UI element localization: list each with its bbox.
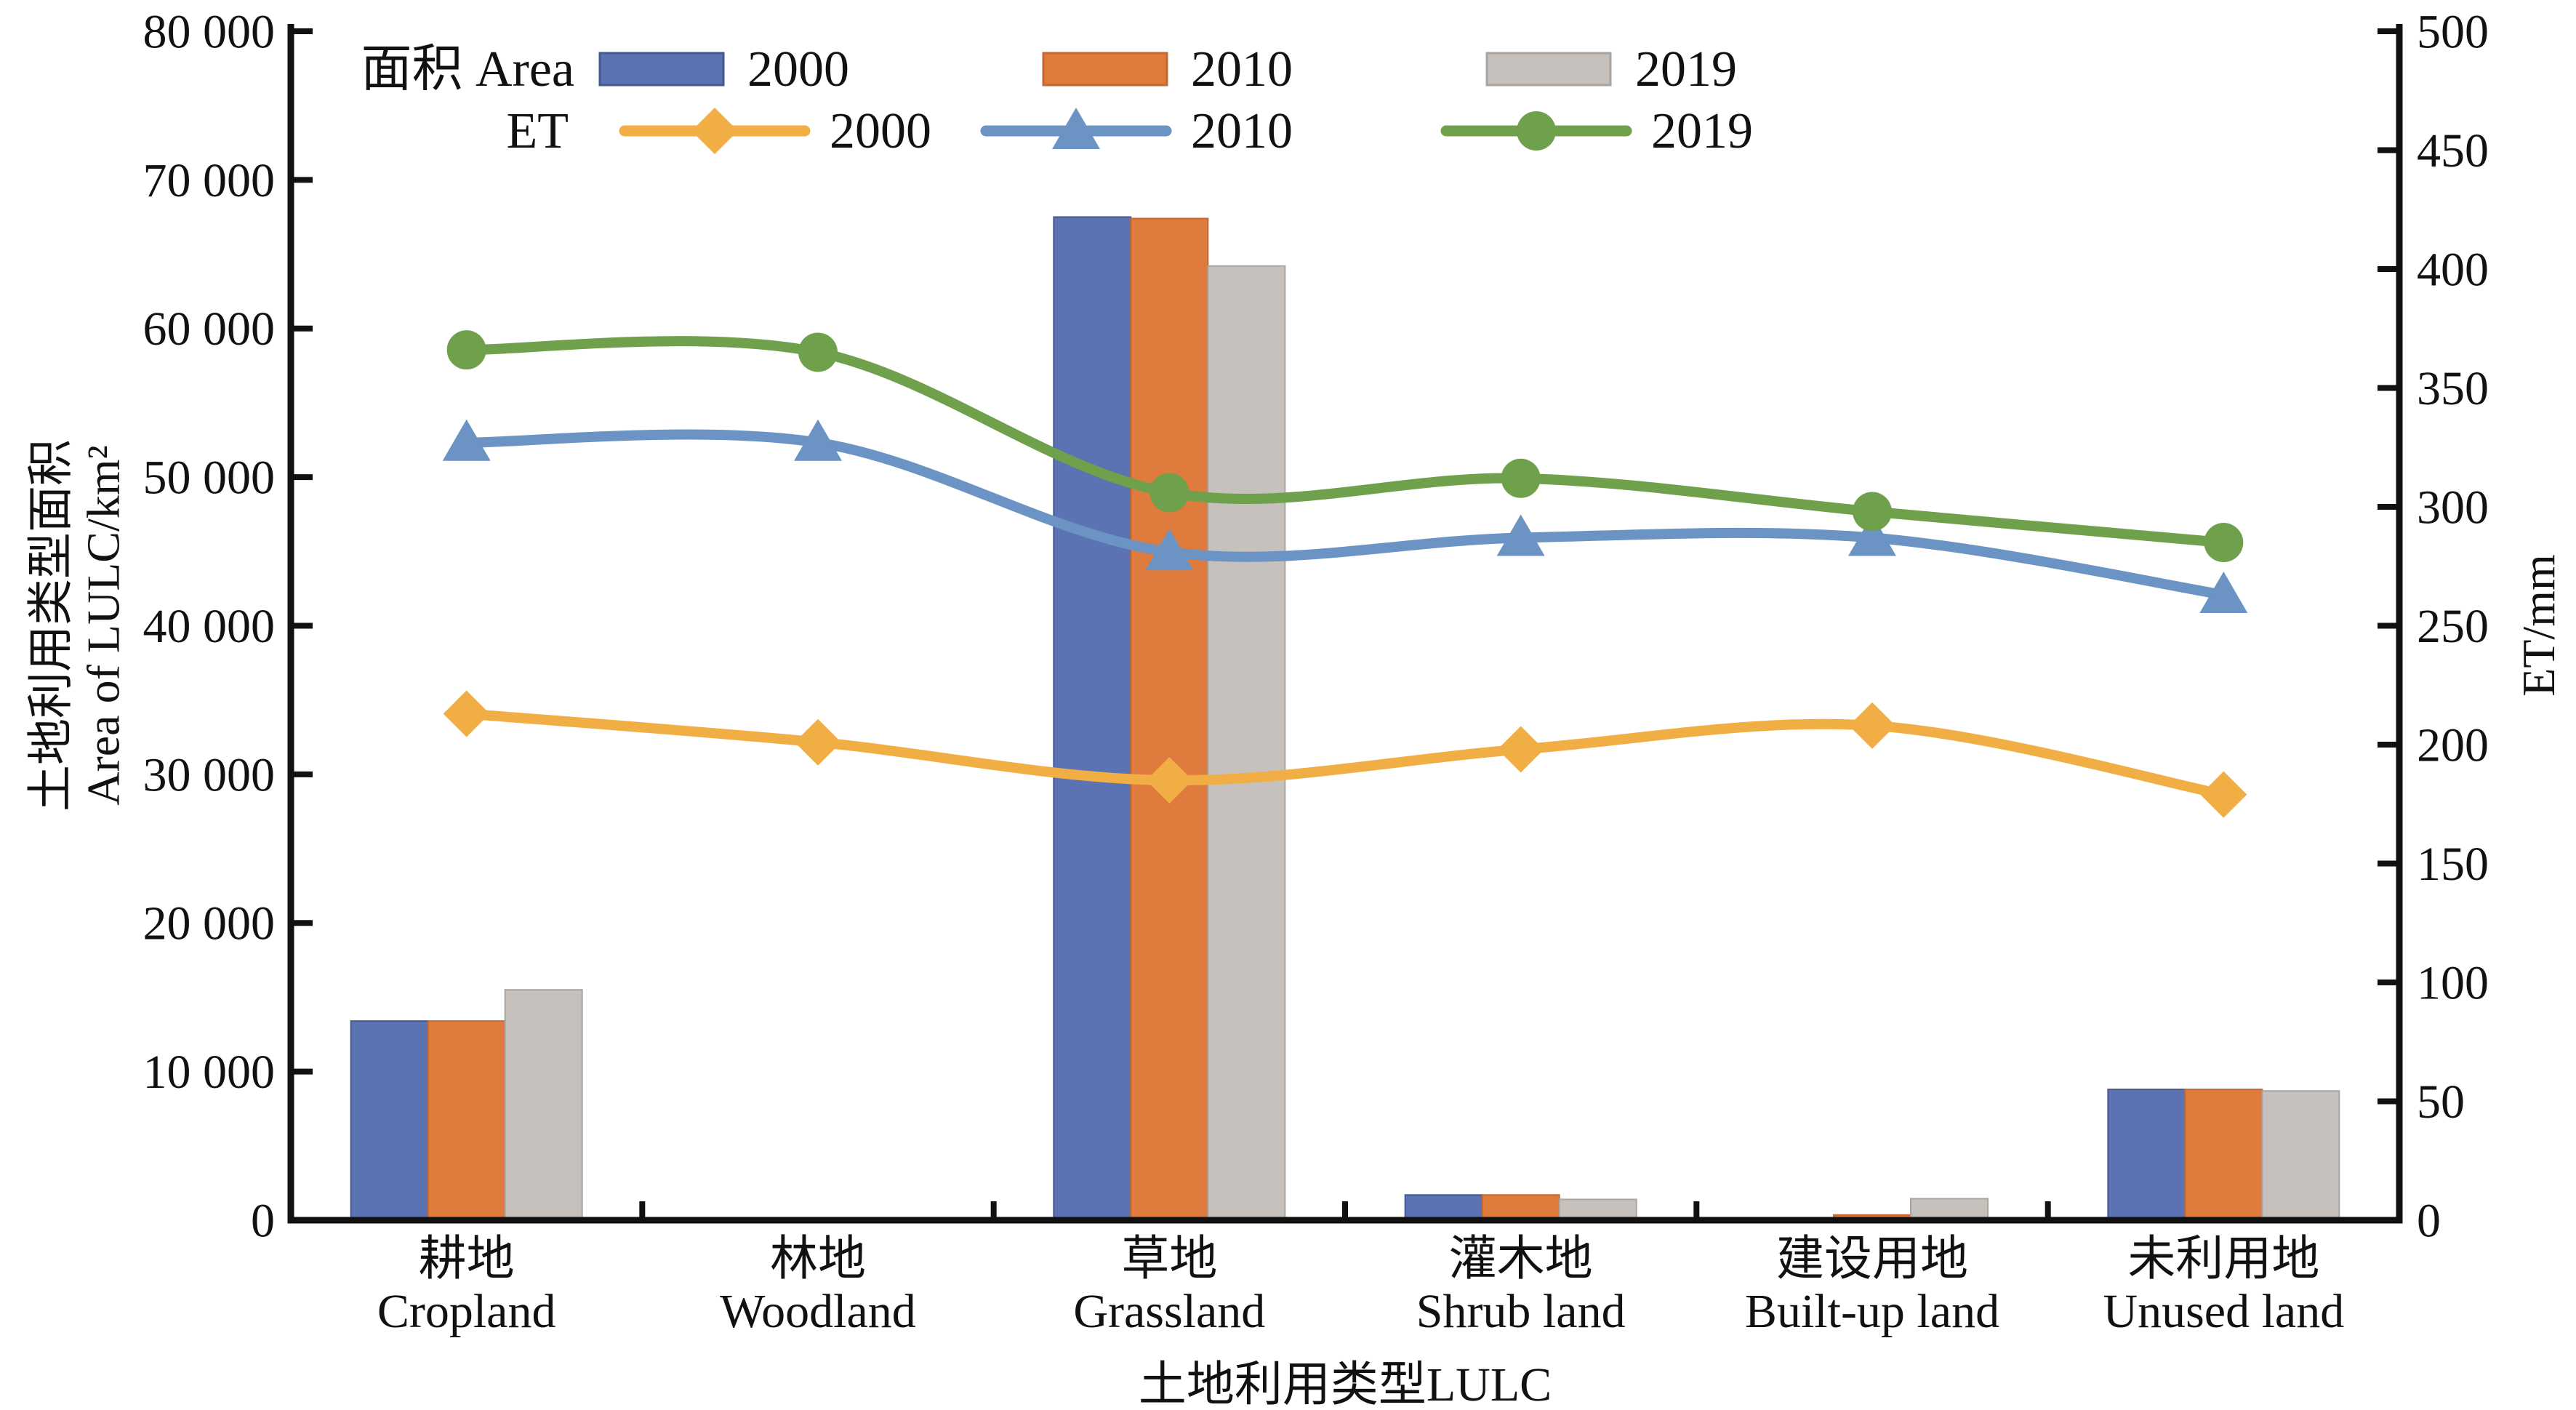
bar-area-2019-cropland [504,989,583,1221]
legend-et-label: ET [506,103,569,159]
bar-area-2010-cropland [427,1020,506,1221]
bar-area-2000-shrub-land [1404,1194,1483,1221]
et-marker-2010-cropland [442,419,491,461]
legend-swatch-area-2019 [1485,52,1612,87]
left-axis-title-zh: 土地利用类型面积 [25,439,77,812]
legend-marker-et-2019 [1517,111,1556,151]
y-right-tick-label: 100 [2417,956,2489,1009]
et-marker-2019-unused-land [2204,523,2244,563]
y-left-tick-label: 60 000 [143,303,276,356]
y-left-tick-label: 30 000 [143,748,276,801]
y-right-tick-label: 250 [2417,600,2489,653]
legend-label-et-2019: 2019 [1651,103,1753,159]
bar-area-2019-unused-land [2261,1090,2340,1221]
et-marker-2000-unused-land [2200,771,2247,818]
right-axis-title: ET/mm [2513,554,2565,697]
bar-area-2010-shrub-land [1481,1194,1560,1221]
et-line-2000 [461,708,2229,800]
legend-label-area-2000: 2000 [747,41,849,97]
x-category-label-en: Built-up land [1745,1285,1999,1338]
bar-area-2000-unused-land [2107,1089,2186,1222]
et-marker-2019-cropland [446,330,486,370]
bar-area-2010-unused-land [2184,1089,2263,1222]
y-right-tick-label: 350 [2417,362,2489,415]
x-category-label-en: Shrub land [1416,1285,1626,1338]
x-category-label-zh: 耕地 [419,1233,515,1286]
et-marker-2019-woodland [798,332,838,372]
legend-label-area-2019: 2019 [1635,41,1737,97]
y-left-tick-label: 50 000 [143,452,276,505]
et-line-2010 [461,429,2229,600]
legend-label-et-2010: 2010 [1191,103,1293,159]
bar-area-2000-cropland [350,1020,429,1221]
x-category-label-zh: 灌木地 [1449,1233,1593,1286]
x-category-label-zh: 林地 [770,1233,866,1286]
y-left-tick-label: 70 000 [143,154,276,207]
legend-swatch-area-2000 [598,52,725,87]
et-marker-2000-shrub-land [1497,726,1544,773]
y-right-tick-label: 400 [2417,243,2489,296]
et-marker-2000-woodland [795,718,841,766]
legend-marker-et-2010 [1052,108,1100,149]
et-marker-2010-unused-land [2199,571,2248,613]
y-right-tick-label: 200 [2417,718,2489,772]
y-right-tick-label: 50 [2417,1075,2465,1129]
bar-area-2019-shrub-land [1558,1198,1637,1221]
x-category-label-zh: 建设用地 [1776,1233,1968,1286]
y-left-tick-label: 0 [251,1194,275,1247]
left-axis-title: 土地利用类型面积 Area of LULC/km² [25,439,129,812]
y-right-tick-label: 0 [2417,1194,2441,1247]
x-category-label-zh: 草地 [1121,1233,1217,1286]
et-marker-2019-grassland [1149,473,1189,513]
et-marker-2010-grassland [1145,529,1194,571]
legend-swatch-area-2010 [1042,52,1168,87]
y-left-tick-label: 40 000 [143,600,276,653]
left-axis-title-en: Area of LULC/km² [77,445,129,806]
x-category-label-zh: 未利用地 [2127,1233,2319,1286]
y-right-tick-label: 150 [2417,838,2489,891]
bar-area-2000-grassland [1053,216,1132,1221]
et-marker-2000-cropland [443,690,490,737]
bar-area-2010-grassland [1130,217,1209,1222]
et-marker-2000-grassland [1146,757,1193,804]
et-marker-2010-shrub-land [1496,514,1545,556]
bar-area-2019-grassland [1207,265,1286,1222]
legend-area-label: 面积 Area [361,41,574,97]
legend-label-area-2010: 2010 [1191,41,1293,97]
legend-marker-et-2000 [691,108,738,154]
y-left-tick-label: 80 000 [143,5,276,58]
et-marker-2010-woodland [794,419,842,461]
et-line-2019 [461,336,2229,548]
et-marker-2019-shrub-land [1501,458,1541,498]
y-right-tick-label: 300 [2417,481,2489,534]
y-left-tick-label: 20 000 [143,897,276,950]
y-right-tick-label: 500 [2417,5,2489,58]
bar-area-2019-built-up-land [1910,1198,1989,1221]
et-marker-2019-built-up-land [1853,492,1892,532]
x-axis-title: 土地利用类型LULC [1138,1358,1552,1410]
et-marker-2000-built-up-land [1849,702,1895,749]
y-left-tick-label: 10 000 [143,1046,276,1099]
x-category-label-en: Woodland [720,1285,916,1338]
x-category-label-en: Grassland [1073,1285,1265,1338]
y-right-tick-label: 450 [2417,124,2489,177]
legend-label-et-2000: 2000 [830,103,931,159]
x-category-label-en: Cropland [377,1285,556,1338]
x-category-label-en: Unused land [2103,1285,2344,1338]
et-marker-2010-built-up-land [1848,514,1896,556]
